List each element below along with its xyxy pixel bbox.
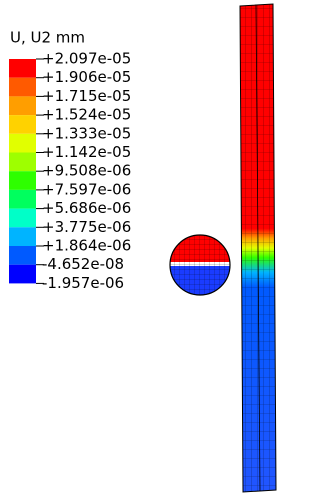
legend-swatch xyxy=(9,134,36,153)
legend-swatch xyxy=(9,59,36,78)
legend-swatch xyxy=(9,190,36,209)
rod xyxy=(240,4,276,492)
legend-label: -4.652e-08 xyxy=(42,255,124,273)
legend-label: +1.715e-05 xyxy=(42,87,131,105)
legend-swatch xyxy=(9,265,36,284)
legend-swatch xyxy=(9,153,36,172)
legend-label: +1.906e-05 xyxy=(42,68,131,86)
legend-label: +1.524e-05 xyxy=(42,106,131,124)
legend: U, U2 mm +2.097e-05+1.906e-05+1.715e-05+… xyxy=(9,29,131,292)
legend-label: -1.957e-06 xyxy=(42,274,124,292)
legend-swatch xyxy=(9,96,36,115)
legend-label: +7.597e-06 xyxy=(42,180,131,198)
legend-label: +1.333e-05 xyxy=(42,124,131,142)
legend-swatch xyxy=(9,171,36,190)
legend-label: +1.142e-05 xyxy=(42,143,131,161)
legend-swatch xyxy=(9,78,36,97)
legend-label: +3.775e-06 xyxy=(42,218,131,236)
sphere xyxy=(168,233,232,298)
legend-label: +1.864e-06 xyxy=(42,237,131,255)
legend-swatch xyxy=(9,227,36,246)
legend-label: +5.686e-06 xyxy=(42,199,131,217)
legend-label: +2.097e-05 xyxy=(42,50,131,68)
viewport: U, U2 mm +2.097e-05+1.906e-05+1.715e-05+… xyxy=(0,0,278,494)
legend-title: U, U2 mm xyxy=(10,29,85,47)
legend-swatch xyxy=(9,115,36,134)
legend-swatch xyxy=(9,209,36,228)
legend-label: +9.508e-06 xyxy=(42,162,131,180)
legend-swatch xyxy=(9,246,36,265)
